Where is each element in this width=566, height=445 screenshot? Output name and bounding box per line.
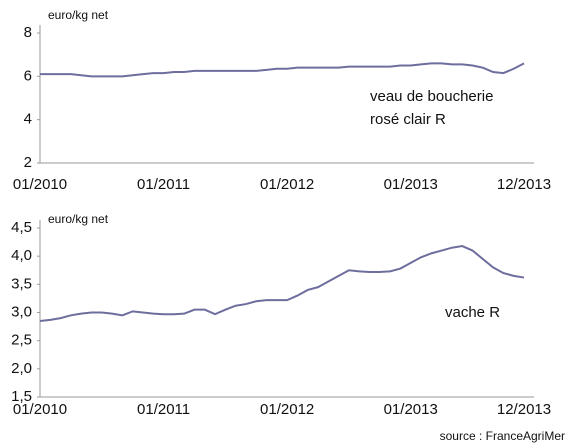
data-line (39, 244, 525, 322)
annotation: rosé clair R (370, 111, 446, 128)
x-tick-label: 12/2013 (497, 176, 551, 193)
x-tick-label: 01/2012 (260, 401, 314, 418)
x-tick-label: 01/2010 (13, 401, 67, 418)
x-tick-label: 01/2011 (137, 401, 190, 418)
y-tick-label: 4,0 (11, 247, 32, 264)
y-axis-label: euro/kg net (48, 8, 109, 22)
y-tick-label: 1,5 (11, 388, 32, 405)
y-tick-label: 3,0 (11, 303, 32, 320)
x-tick-label: 01/2011 (137, 176, 190, 193)
y-tick-label: 3,5 (11, 275, 32, 292)
y-axis-label: euro/kg net (48, 212, 109, 226)
x-tick-label: 01/2012 (260, 176, 314, 193)
source-note: source : FranceAgriMer (440, 429, 565, 443)
y-tick-label: 2,0 (11, 360, 32, 377)
y-tick-label: 4,5 (11, 219, 32, 236)
x-tick-label: 01/2013 (384, 176, 438, 193)
data-line (40, 62, 525, 78)
x-tick-label: 01/2013 (384, 401, 438, 418)
y-tick-label: 2,5 (11, 332, 32, 349)
x-tick-label: 01/2010 (13, 176, 67, 193)
y-tick-label: 8 (24, 24, 32, 41)
y-tick-label: 6 (24, 67, 32, 84)
annotation: vache R (445, 304, 500, 321)
y-tick-label: 2 (24, 154, 32, 171)
annotation: veau de boucherie (370, 88, 493, 105)
x-tick-label: 12/2013 (497, 401, 551, 418)
y-tick-label: 4 (24, 111, 32, 128)
